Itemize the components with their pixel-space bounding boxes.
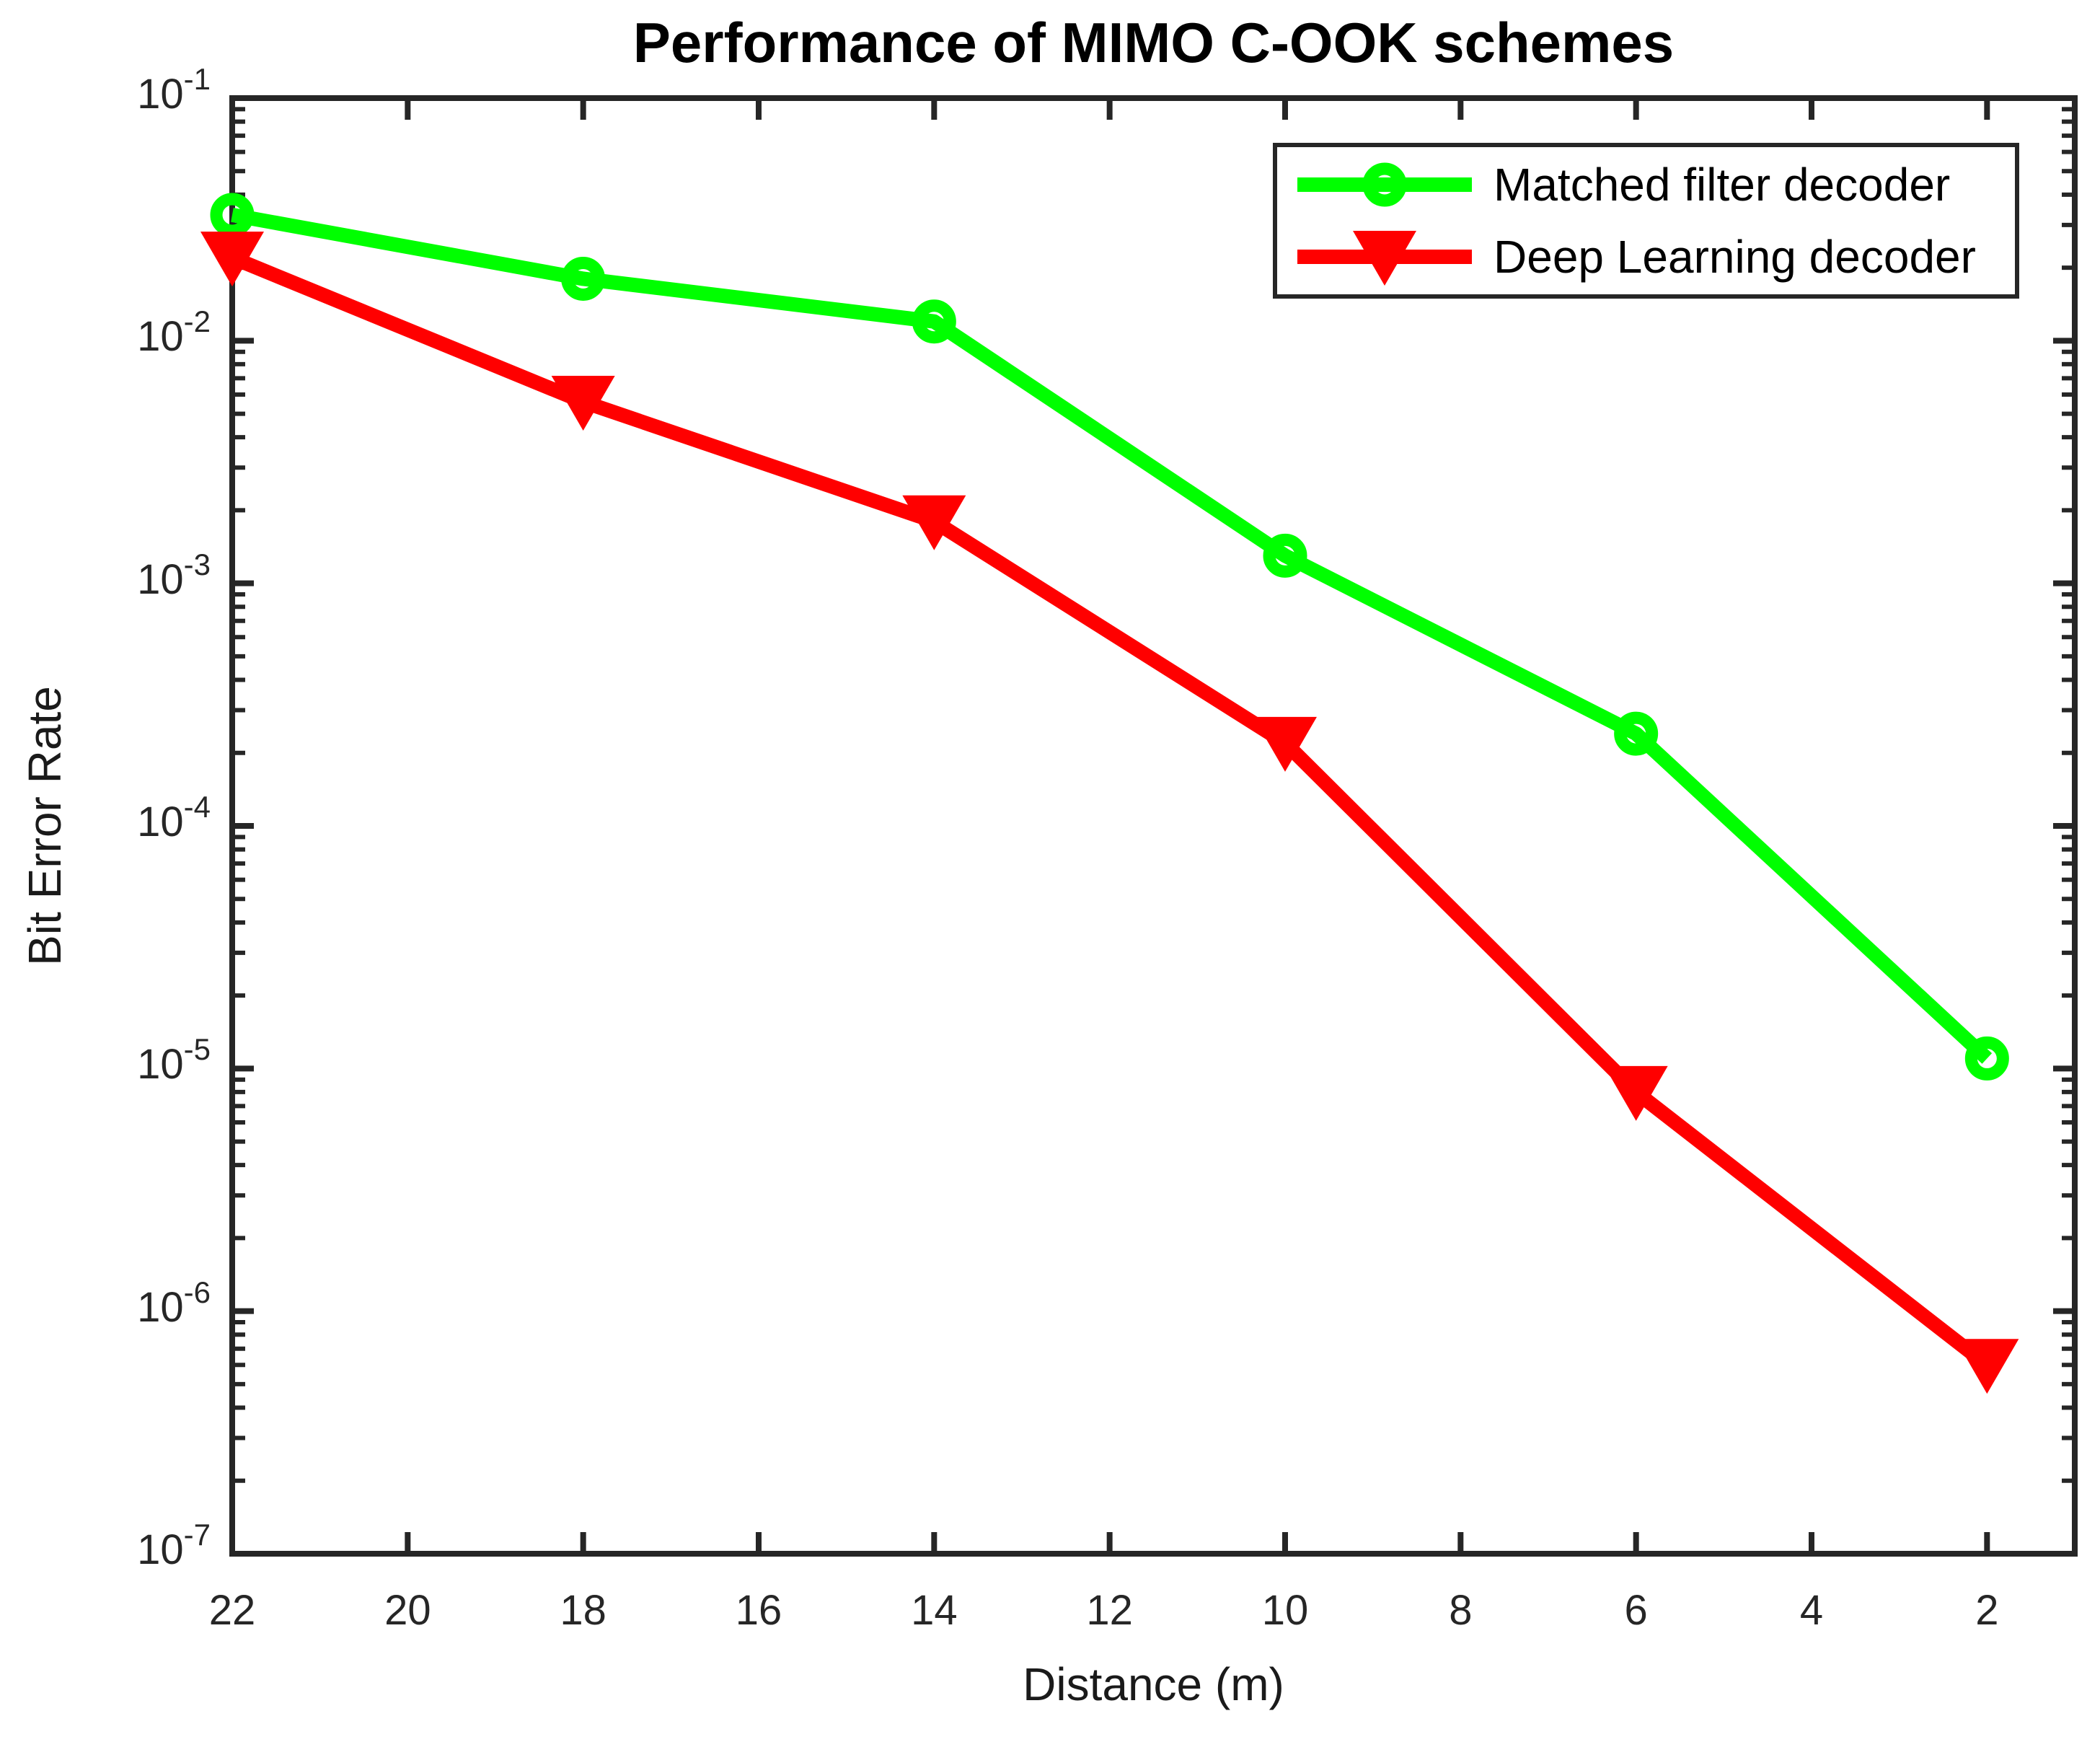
data-marker-circle <box>1263 533 1307 578</box>
legend-sample-triangle-line <box>1297 231 1472 286</box>
legend-sample-circle-line <box>1297 162 1472 207</box>
data-marker-triangle-down <box>902 495 966 550</box>
data-marker-triangle-down <box>1253 716 1317 772</box>
data-marker-circle <box>561 256 606 301</box>
y-tick-exponent: -5 <box>183 1032 211 1067</box>
series-line <box>231 208 1993 1064</box>
x-tick-label: 18 <box>560 1587 606 1634</box>
y-tick-label: 10-3 <box>29 549 211 603</box>
data-marker-triangle-down <box>200 232 264 287</box>
legend-label: Deep Learning decoder <box>1494 231 1976 283</box>
plot-box <box>229 95 2078 1557</box>
data-marker-circle <box>1614 711 1659 756</box>
y-tick-label: 10-6 <box>29 1277 211 1331</box>
y-tick-mantissa: 10 <box>137 1526 184 1573</box>
y-tick-label: 10-5 <box>29 1034 211 1088</box>
x-tick-label: 22 <box>208 1587 256 1634</box>
x-tick-label: 4 <box>1799 1587 1824 1634</box>
x-tick-label: 6 <box>1624 1587 1648 1634</box>
legend-entry-deep-learning: Deep Learning decoder <box>1294 222 2015 291</box>
x-tick-label: 14 <box>911 1587 958 1634</box>
x-tick-label: 16 <box>735 1587 782 1634</box>
x-axis-label: Distance (m) <box>1023 1658 1284 1710</box>
y-tick-label: 10-1 <box>29 64 211 118</box>
y-tick-mantissa: 10 <box>137 1041 184 1088</box>
x-tick-label: 20 <box>384 1587 431 1634</box>
x-tick-label: 12 <box>1086 1587 1133 1634</box>
series-matched-filter <box>210 193 2009 1081</box>
y-tick-label: 10-7 <box>29 1520 211 1573</box>
legend-label: Matched filter decoder <box>1494 159 1951 211</box>
x-tick-label: 8 <box>1449 1587 1473 1634</box>
x-tick-label: 2 <box>1975 1587 1999 1634</box>
data-marker-circle <box>912 299 956 344</box>
triangle-down-marker-icon <box>1353 231 1416 286</box>
y-tick-mantissa: 10 <box>137 555 184 603</box>
y-tick-exponent: -2 <box>183 304 211 339</box>
x-tick-label: 10 <box>1261 1587 1309 1634</box>
circle-marker-icon <box>1362 162 1407 207</box>
data-marker-circle <box>210 193 255 237</box>
chart-title: Performance of MIMO C-OOK schemes <box>632 11 1675 74</box>
y-tick-label: 10-2 <box>29 307 211 361</box>
y-tick-exponent: -6 <box>183 1275 211 1309</box>
y-tick-exponent: -7 <box>183 1518 211 1552</box>
y-tick-label: 10-4 <box>29 792 211 845</box>
data-marker-triangle-down <box>551 376 615 431</box>
legend-entry-matched-filter: Matched filter decoder <box>1294 150 2015 219</box>
y-tick-mantissa: 10 <box>137 1283 184 1331</box>
y-tick-mantissa: 10 <box>137 313 184 361</box>
legend: Matched filter decoder Deep Learning dec… <box>1273 143 2019 299</box>
data-marker-triangle-down <box>1604 1065 1668 1121</box>
data-marker-circle <box>1964 1036 2009 1081</box>
y-tick-exponent: -4 <box>183 790 211 824</box>
y-tick-mantissa: 10 <box>137 71 184 118</box>
series-line <box>229 250 1992 1371</box>
y-tick-mantissa: 10 <box>137 799 184 845</box>
series-deep-learning <box>200 232 2019 1394</box>
data-marker-triangle-down <box>1955 1339 2019 1394</box>
y-tick-exponent: -1 <box>183 62 211 96</box>
y-tick-exponent: -3 <box>183 547 211 581</box>
